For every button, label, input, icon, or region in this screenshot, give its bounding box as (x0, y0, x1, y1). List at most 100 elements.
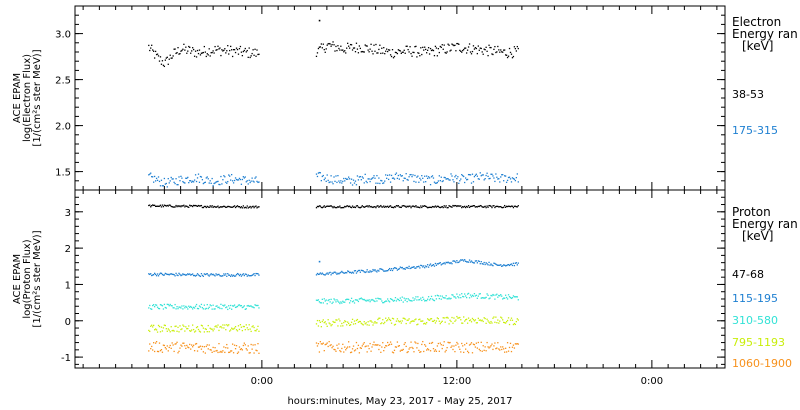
proton-point-310-580 (245, 308, 247, 310)
electron-point-38-53 (225, 52, 227, 54)
electron-point-175-315 (154, 180, 157, 182)
proton-point-47-68 (183, 204, 185, 206)
electron-point-175-315 (447, 178, 449, 180)
proton-point-47-68 (359, 207, 361, 209)
electron-point-38-53 (401, 51, 403, 53)
proton-point-115-195 (350, 272, 353, 274)
proton-point-310-580 (193, 307, 196, 309)
electron-point-38-53 (183, 43, 185, 45)
proton-point-795-1193 (206, 331, 208, 333)
proton-point-47-68 (353, 206, 356, 208)
proton-point-47-68 (356, 205, 359, 207)
proton-point-47-68 (221, 206, 223, 208)
electron-point-175-315 (192, 181, 195, 183)
proton-point-310-580 (472, 295, 475, 297)
proton-point-115-195 (500, 264, 502, 266)
proton-point-1060-1900 (478, 348, 480, 351)
proton-point-115-195 (247, 274, 249, 276)
proton-point-310-580 (442, 296, 444, 299)
proton-point-310-580 (238, 304, 241, 306)
proton-point-115-195 (358, 269, 361, 272)
proton-point-310-580 (393, 299, 396, 302)
proton-point-47-68 (485, 206, 487, 209)
proton-point-310-580 (467, 292, 470, 295)
electron-point-38-53 (245, 51, 247, 53)
proton-point-310-580 (180, 307, 182, 309)
proton-point-310-580 (196, 307, 199, 310)
proton-point-795-1193 (458, 317, 460, 319)
proton-point-1060-1900 (189, 343, 191, 346)
electron-point-38-53 (446, 51, 448, 53)
proton-point-47-68 (376, 205, 378, 207)
electron-point-38-53 (502, 51, 504, 53)
proton-point-795-1193 (152, 326, 154, 328)
electron-point-38-53 (510, 53, 513, 55)
electron-point-38-53 (501, 51, 503, 53)
electron-point-38-53 (198, 49, 201, 51)
electron-point-38-53 (194, 50, 197, 52)
proton-point-1060-1900 (364, 345, 366, 348)
proton-point-47-68 (391, 206, 394, 208)
proton-point-310-580 (501, 295, 503, 297)
proton-point-795-1193 (505, 321, 508, 323)
proton-point-1060-1900 (155, 340, 158, 343)
proton-point-115-195 (417, 266, 419, 268)
electron-point-175-315 (377, 182, 379, 184)
proton-point-1060-1900 (485, 350, 487, 352)
proton-point-795-1193 (388, 318, 391, 321)
electron-point-175-315 (162, 185, 165, 187)
proton-point-115-195 (425, 265, 427, 267)
electron-point-38-53 (193, 55, 196, 57)
proton-point-47-68 (476, 206, 478, 208)
proton-point-795-1193 (508, 323, 511, 326)
proton-point-795-1193 (494, 321, 496, 323)
proton-point-47-68 (226, 206, 228, 208)
proton-point-115-195 (401, 266, 403, 269)
proton-point-115-195 (373, 269, 375, 272)
electron-point-175-315 (497, 178, 499, 180)
proton-point-1060-1900 (223, 346, 225, 348)
electron-point-175-315 (327, 179, 329, 182)
proton-point-310-580 (494, 298, 496, 300)
proton-point-310-580 (382, 302, 384, 304)
proton-point-115-195 (508, 264, 511, 267)
proton-point-1060-1900 (463, 351, 465, 354)
proton-point-47-68 (149, 204, 151, 206)
proton-point-795-1193 (344, 320, 346, 322)
electron-point-38-53 (359, 47, 361, 50)
proton-point-795-1193 (224, 324, 226, 326)
electron-point-38-53 (443, 44, 445, 46)
proton-point-115-195 (248, 275, 250, 277)
proton-point-1060-1900 (383, 349, 385, 352)
electron-point-175-315 (462, 174, 464, 177)
electron-point-175-315 (440, 176, 442, 178)
proton-point-310-580 (459, 294, 461, 296)
proton-point-115-195 (446, 262, 448, 264)
proton-point-310-580 (401, 296, 403, 298)
electron-point-38-53 (420, 47, 422, 49)
proton-point-47-68 (155, 205, 158, 207)
proton-point-795-1193 (391, 317, 394, 320)
electron-point-38-53 (151, 44, 153, 46)
proton-point-310-580 (513, 296, 516, 298)
proton-point-1060-1900 (359, 347, 361, 349)
proton-point-115-195 (175, 272, 177, 275)
proton-point-795-1193 (210, 328, 212, 330)
proton-point-795-1193 (396, 318, 399, 320)
proton-point-1060-1900 (418, 349, 420, 352)
proton-point-47-68 (464, 205, 466, 208)
proton-point-115-195 (443, 262, 445, 264)
proton-point-795-1193 (500, 316, 502, 318)
proton-point-47-68 (347, 205, 349, 207)
proton-point-795-1193 (469, 319, 472, 321)
proton-point-47-68 (465, 205, 468, 208)
proton-point-310-580 (357, 300, 360, 303)
proton-point-310-580 (338, 301, 340, 303)
proton-point-115-195 (375, 270, 377, 272)
proton-point-795-1193 (339, 320, 341, 322)
proton-point-310-580 (398, 299, 400, 302)
proton-point-795-1193 (426, 318, 429, 320)
proton-point-795-1193 (346, 324, 348, 326)
proton-point-47-68 (247, 207, 249, 209)
proton-point-115-195 (432, 264, 435, 266)
